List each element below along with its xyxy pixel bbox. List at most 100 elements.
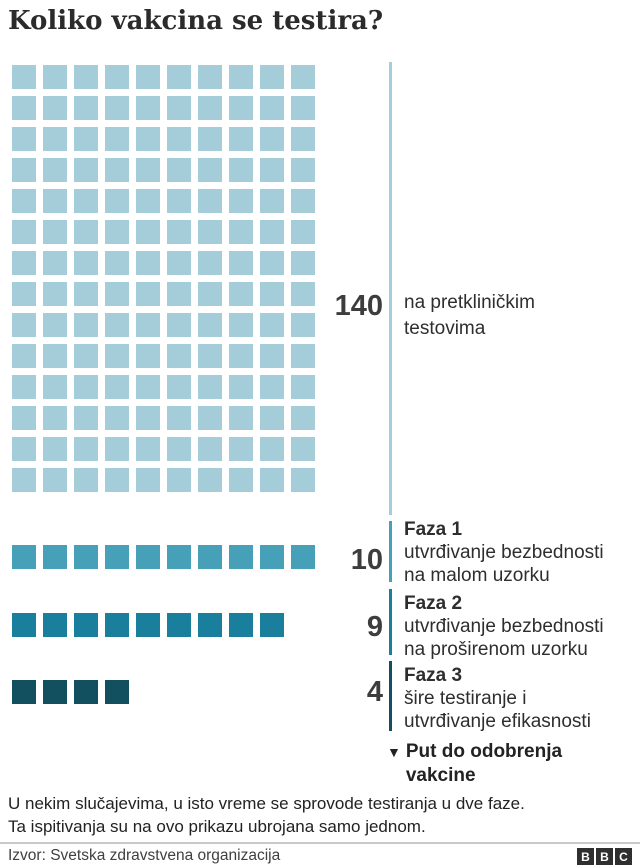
waffle-cell (43, 545, 67, 569)
waffle-cell (198, 96, 222, 120)
waffle-cell (12, 680, 36, 704)
waffle-cell (136, 282, 160, 306)
waffle-cell (105, 437, 129, 461)
label-preclinical-line1: na pretkliničkim (404, 292, 535, 313)
waffle-cell (136, 65, 160, 89)
waffle-cell (136, 313, 160, 337)
waffle-cell (74, 282, 98, 306)
waffle-cell (43, 282, 67, 306)
waffle-cell (43, 158, 67, 182)
waffle-cell (74, 220, 98, 244)
waffle-cell (167, 65, 191, 89)
waffle-cell (229, 96, 253, 120)
waffle-cell (229, 545, 253, 569)
waffle-cell (229, 158, 253, 182)
waffle-cell (291, 127, 315, 151)
waffle-cell (105, 158, 129, 182)
waffle-cell (260, 406, 284, 430)
source-attribution: Izvor: Svetska zdravstvena organizacija (8, 847, 281, 864)
label-faza2-line2: na proširenom uzorku (404, 639, 588, 660)
waffle-cell (260, 158, 284, 182)
waffle-cell (136, 158, 160, 182)
waffle-cell (105, 344, 129, 368)
waffle-cell (167, 437, 191, 461)
label-faza3-line1: šire testiranje i (404, 688, 527, 709)
waffle-cell (105, 468, 129, 492)
waffle-cell (260, 65, 284, 89)
bbc-logo-block-b2: B (596, 848, 613, 865)
bbc-logo: B B C (577, 848, 632, 865)
waffle-cell (198, 468, 222, 492)
waffle-cell (260, 468, 284, 492)
waffle-cell (43, 313, 67, 337)
waffle-cell (291, 313, 315, 337)
waffle-cell (105, 545, 129, 569)
waffle-cell (74, 680, 98, 704)
footnote-line1: U nekim slučajevima, u isto vreme se spr… (8, 794, 525, 813)
waffle-cell (74, 437, 98, 461)
waffle-cell (260, 545, 284, 569)
waffle-cell (229, 65, 253, 89)
waffle-cell (229, 437, 253, 461)
waffle-cell (43, 406, 67, 430)
waffle-cell (105, 282, 129, 306)
waffle-cell (74, 313, 98, 337)
waffle-cell (105, 406, 129, 430)
waffle-cell (12, 96, 36, 120)
waffle-cell (198, 220, 222, 244)
waffle-cell (136, 220, 160, 244)
waffle-cell (43, 189, 67, 213)
label-preclinical: na pretkliničkim testovima (404, 290, 535, 342)
waffle-cell (43, 96, 67, 120)
label-faza2-line1: utvrđivanje bezbednosti (404, 616, 604, 637)
waffle-cell (198, 545, 222, 569)
waffle-cell (229, 220, 253, 244)
label-preclinical-line2: testovima (404, 318, 486, 339)
waffle-cell (198, 127, 222, 151)
label-faza1-line2: na malom uzorku (404, 565, 550, 586)
waffle-cell (260, 375, 284, 399)
approval-annotation: ▼ Put do odobrenja vakcine (387, 740, 562, 788)
waffle-cell (260, 313, 284, 337)
waffle-cell (167, 545, 191, 569)
waffle-cell (105, 189, 129, 213)
waffle-cell (167, 189, 191, 213)
waffle-grid-faza1 (12, 545, 315, 569)
label-faza1: Faza 1 utvrđivanje bezbednosti na malom … (404, 518, 604, 587)
waffle-cell (12, 282, 36, 306)
label-faza1-title: Faza 1 (404, 519, 463, 540)
waffle-cell (167, 158, 191, 182)
waffle-cell (291, 468, 315, 492)
waffle-cell (105, 680, 129, 704)
waffle-cell (260, 613, 284, 637)
waffle-cell (43, 375, 67, 399)
waffle-cell (12, 375, 36, 399)
waffle-cell (229, 313, 253, 337)
waffle-cell (167, 251, 191, 275)
waffle-cell (43, 680, 67, 704)
bbc-logo-block-c: C (615, 848, 632, 865)
waffle-cell (43, 220, 67, 244)
waffle-cell (198, 613, 222, 637)
waffle-cell (136, 468, 160, 492)
waffle-cell (43, 65, 67, 89)
waffle-cell (167, 220, 191, 244)
waffle-cell (167, 406, 191, 430)
waffle-cell (105, 375, 129, 399)
approval-text: Put do odobrenja vakcine (406, 740, 562, 788)
waffle-cell (291, 220, 315, 244)
waffle-cell (291, 375, 315, 399)
waffle-cell (136, 406, 160, 430)
waffle-cell (229, 344, 253, 368)
waffle-cell (136, 127, 160, 151)
waffle-cell (167, 375, 191, 399)
waffle-cell (198, 189, 222, 213)
waffle-cell (43, 127, 67, 151)
waffle-cell (291, 189, 315, 213)
waffle-cell (260, 220, 284, 244)
source-divider (0, 842, 640, 844)
waffle-cell (74, 468, 98, 492)
waffle-cell (74, 613, 98, 637)
waffle-cell (12, 313, 36, 337)
label-faza1-line1: utvrđivanje bezbednosti (404, 542, 604, 563)
